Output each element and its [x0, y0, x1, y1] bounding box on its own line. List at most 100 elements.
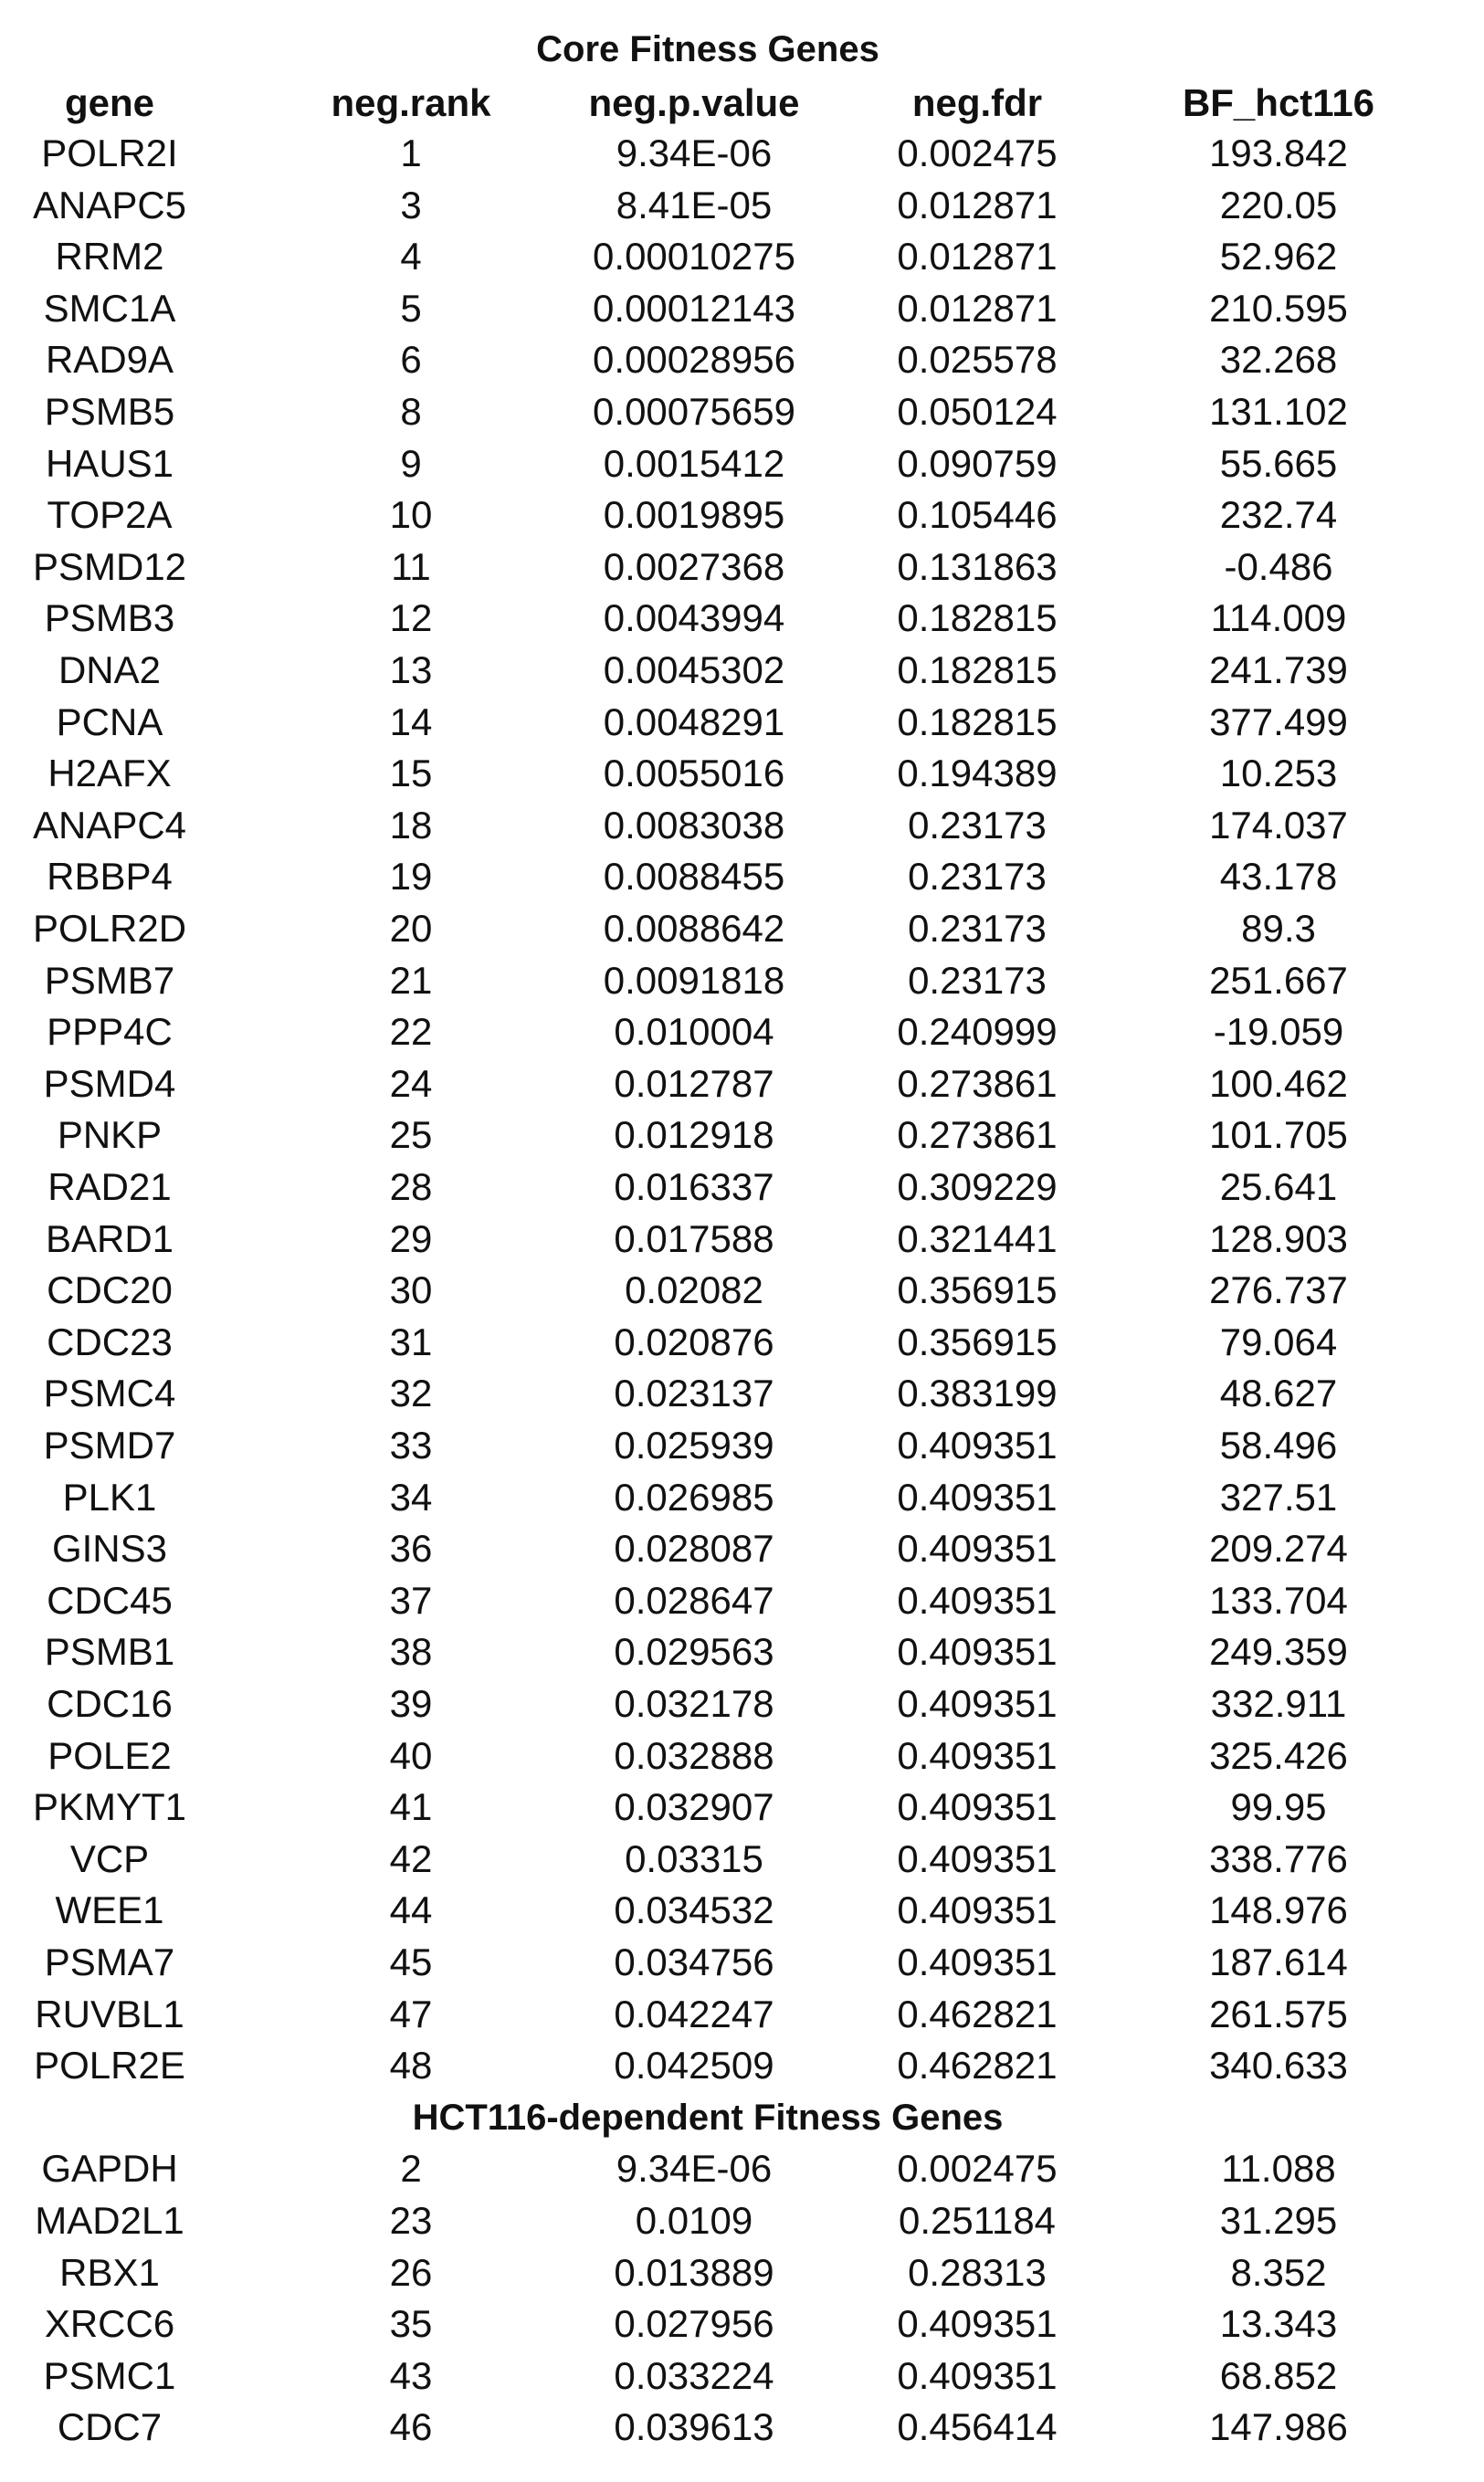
bf-cell: 338.776: [1209, 1836, 1348, 1880]
table-row: POLR2I 1 9.34E-06 0.002475 193.842: [0, 128, 1416, 179]
gene-cell: CDC23: [47, 1320, 173, 1363]
table-row: PLK1 34 0.026985 0.409351 327.51: [0, 1472, 1416, 1523]
fdr-cell: 0.23173: [908, 855, 1047, 899]
bf-cell: 8.352: [1230, 2250, 1327, 2294]
p-value-cell: 0.00075659: [593, 390, 795, 433]
table-row: RAD9A 6 0.00028956 0.025578 32.268: [0, 334, 1416, 385]
gene-cell: PPP4C: [47, 1010, 173, 1054]
rank-cell: 25: [389, 1113, 433, 1157]
gene-cell: PSMC4: [43, 1372, 176, 1415]
p-value-cell: 0.027956: [614, 2302, 774, 2346]
header-neg-p-value: neg.p.value: [588, 81, 800, 124]
bf-cell: 99.95: [1230, 1785, 1327, 1829]
bf-cell: 89.3: [1241, 907, 1316, 950]
bf-cell: 114.009: [1210, 596, 1347, 640]
p-value-cell: 0.034532: [614, 1888, 774, 1932]
rank-cell: 8: [400, 390, 422, 433]
fdr-cell: 0.462821: [897, 2044, 1058, 2088]
p-value-cell: 0.0088455: [603, 855, 785, 899]
header-neg-rank: neg.rank: [331, 81, 491, 124]
gene-cell: POLE2: [47, 1733, 172, 1777]
p-value-cell: 0.033224: [614, 2353, 774, 2397]
fdr-cell: 0.273861: [897, 1061, 1058, 1105]
gene-cell: XRCC6: [44, 2302, 175, 2346]
fdr-cell: 0.409351: [897, 1630, 1058, 1674]
header-bf-hct116: BF_hct116: [1182, 81, 1375, 124]
table-row: POLR2D 20 0.0088642 0.23173 89.3: [0, 903, 1416, 954]
table-row: PNKP 25 0.012918 0.273861 101.705: [0, 1110, 1416, 1161]
table-row: CDC7 46 0.039613 0.456414 147.986: [0, 2402, 1416, 2453]
p-value-cell: 0.032178: [614, 1682, 774, 1725]
gene-cell: PNKP: [57, 1113, 163, 1157]
gene-cell: RBX1: [59, 2250, 160, 2294]
p-value-cell: 0.010004: [614, 1010, 774, 1054]
p-value-cell: 0.042247: [614, 1992, 774, 2035]
rank-cell: 2: [400, 2147, 422, 2191]
fdr-cell: 0.273861: [897, 1113, 1058, 1157]
rank-cell: 41: [389, 1785, 433, 1829]
p-value-cell: 0.023137: [614, 1372, 774, 1415]
rank-cell: 38: [389, 1630, 433, 1674]
p-value-cell: 0.0019895: [603, 493, 785, 537]
bf-cell: 187.614: [1209, 1940, 1348, 1983]
table-row: RBX1 26 0.013889 0.28313 8.352: [0, 2247, 1416, 2298]
p-value-cell: 0.0055016: [603, 752, 785, 795]
fdr-cell: 0.050124: [897, 390, 1058, 433]
gene-cell: TOP2A: [47, 493, 173, 537]
rank-cell: 21: [389, 958, 433, 1002]
rank-cell: 13: [389, 648, 433, 691]
gene-cell: WEE1: [55, 1888, 164, 1932]
table-row: WEE1 44 0.034532 0.409351 148.976: [0, 1885, 1416, 1936]
table-row: PSMB5 8 0.00075659 0.050124 131.102: [0, 386, 1416, 437]
bf-cell: 209.274: [1209, 1527, 1348, 1571]
rank-cell: 1: [400, 131, 422, 174]
rank-cell: 37: [389, 1578, 433, 1622]
p-value-cell: 0.028087: [614, 1527, 774, 1571]
gene-cell: H2AFX: [47, 752, 172, 795]
bf-cell: 327.51: [1219, 1475, 1338, 1519]
gene-cell: PCNA: [56, 699, 163, 743]
fdr-cell: 0.409351: [897, 1527, 1058, 1571]
fdr-cell: 0.002475: [897, 2147, 1058, 2191]
rank-cell: 10: [389, 493, 433, 537]
gene-cell: PSMB3: [44, 596, 175, 640]
bf-cell: 31.295: [1219, 2199, 1338, 2242]
bf-cell: -19.059: [1213, 1010, 1344, 1054]
bf-cell: 210.595: [1209, 286, 1348, 330]
table-row: RUVBL1 47 0.042247 0.462821 261.575: [0, 1989, 1416, 2040]
table-row: PSMD7 33 0.025939 0.409351 58.496: [0, 1420, 1416, 1471]
p-value-cell: 8.41E-05: [616, 183, 773, 226]
table-row: CDC45 37 0.028647 0.409351 133.704: [0, 1575, 1416, 1626]
gene-cell: PSMD12: [32, 544, 187, 588]
p-value-cell: 0.0088642: [603, 907, 785, 950]
fdr-cell: 0.321441: [897, 1216, 1058, 1260]
bf-cell: 174.037: [1209, 803, 1348, 847]
table-row: CDC20 30 0.02082 0.356915 276.737: [0, 1265, 1416, 1316]
rank-cell: 30: [389, 1268, 433, 1312]
table-row: CDC23 31 0.020876 0.356915 79.064: [0, 1317, 1416, 1368]
bf-cell: 220.05: [1219, 183, 1338, 226]
table-row: GAPDH 2 9.34E-06 0.002475 11.088: [0, 2143, 1416, 2194]
rank-cell: 19: [389, 855, 433, 899]
gene-cell: RAD9A: [45, 338, 174, 382]
table-row: PSMC1 43 0.033224 0.409351 68.852: [0, 2351, 1416, 2402]
table-title: Core Fitness Genes: [536, 29, 879, 69]
bf-cell: 325.426: [1209, 1733, 1348, 1777]
bf-cell: 128.903: [1209, 1216, 1348, 1260]
fdr-cell: 0.182815: [897, 596, 1058, 640]
fdr-cell: 0.409351: [897, 1475, 1058, 1519]
fdr-cell: 0.090759: [897, 441, 1058, 485]
bf-cell: 48.627: [1219, 1372, 1338, 1415]
rank-cell: 47: [389, 1992, 433, 2035]
gene-cell: RRM2: [55, 235, 164, 279]
table-row: MAD2L1 23 0.0109 0.251184 31.295: [0, 2195, 1416, 2246]
table-row: PSMD12 11 0.0027368 0.131863 -0.486: [0, 542, 1416, 593]
rank-cell: 6: [400, 338, 422, 382]
rank-cell: 11: [391, 544, 431, 588]
fdr-cell: 0.409351: [897, 1578, 1058, 1622]
fdr-cell: 0.28313: [908, 2250, 1047, 2294]
bf-cell: -0.486: [1224, 544, 1333, 588]
bf-cell: 148.976: [1209, 1888, 1348, 1932]
gene-cell: POLR2E: [34, 2044, 185, 2088]
table-row: CDC16 39 0.032178 0.409351 332.911: [0, 1678, 1416, 1730]
